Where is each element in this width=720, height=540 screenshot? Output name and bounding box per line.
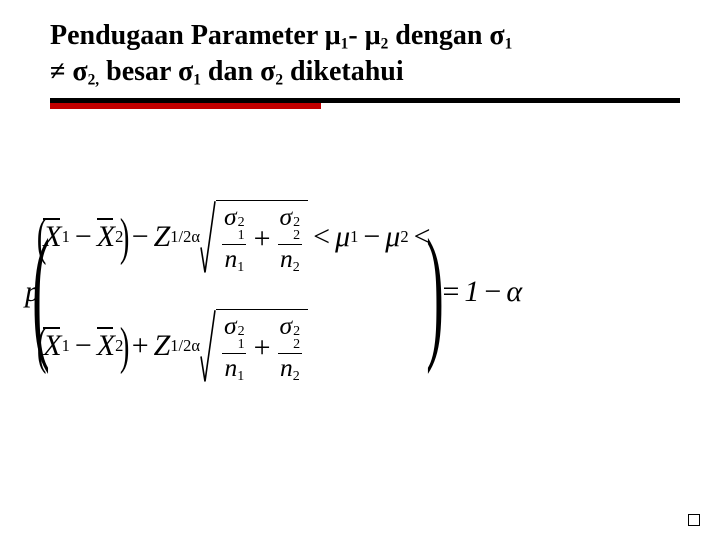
title-rule bbox=[0, 98, 720, 109]
equals-right: = 1 − α bbox=[437, 275, 522, 309]
formula-body: ( X1 − X2 ) − Z1/2α σ21n1 + σ22n2 < μ1 −… bbox=[40, 200, 436, 384]
sqrt-2: σ21n1 + σ22n2 bbox=[200, 309, 308, 384]
formula-row-2: ( X1 − X2 ) + Z1/2α σ21n1 + σ22n2 bbox=[40, 309, 436, 384]
slide-marker-icon bbox=[688, 514, 700, 526]
slide-title: Pendugaan Parameter μ1- μ2 dengan σ1 ≠ σ… bbox=[0, 0, 720, 98]
right-big-paren: ) bbox=[426, 232, 443, 352]
formula: p ( ( X1 − X2 ) − Z1/2α σ21n1 + σ22n2 < … bbox=[25, 200, 522, 384]
formula-row-1: ( X1 − X2 ) − Z1/2α σ21n1 + σ22n2 < μ1 −… bbox=[40, 200, 436, 275]
sqrt-1: σ21n1 + σ22n2 bbox=[200, 200, 308, 275]
